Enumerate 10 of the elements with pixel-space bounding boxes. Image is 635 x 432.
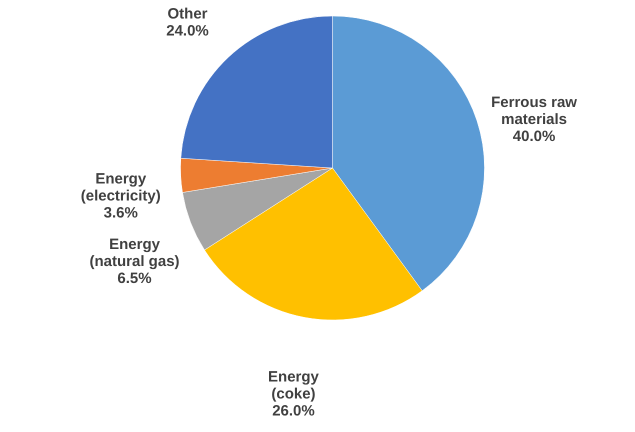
data-label: 40.0% [512, 128, 556, 146]
slice-label: Energy (coke) [268, 368, 320, 402]
data-label: 3.6% [104, 204, 138, 222]
data-label: 24.0% [166, 22, 209, 40]
slice-label: Ferrous raw materials [491, 94, 578, 128]
slice-label: Other [167, 5, 208, 22]
slice-label: Energy (natural gas) [90, 236, 180, 270]
data-label: 26.0% [272, 402, 315, 420]
data-label: 6.5% [117, 270, 152, 287]
slice-label: Energy (electricity) [80, 170, 161, 204]
